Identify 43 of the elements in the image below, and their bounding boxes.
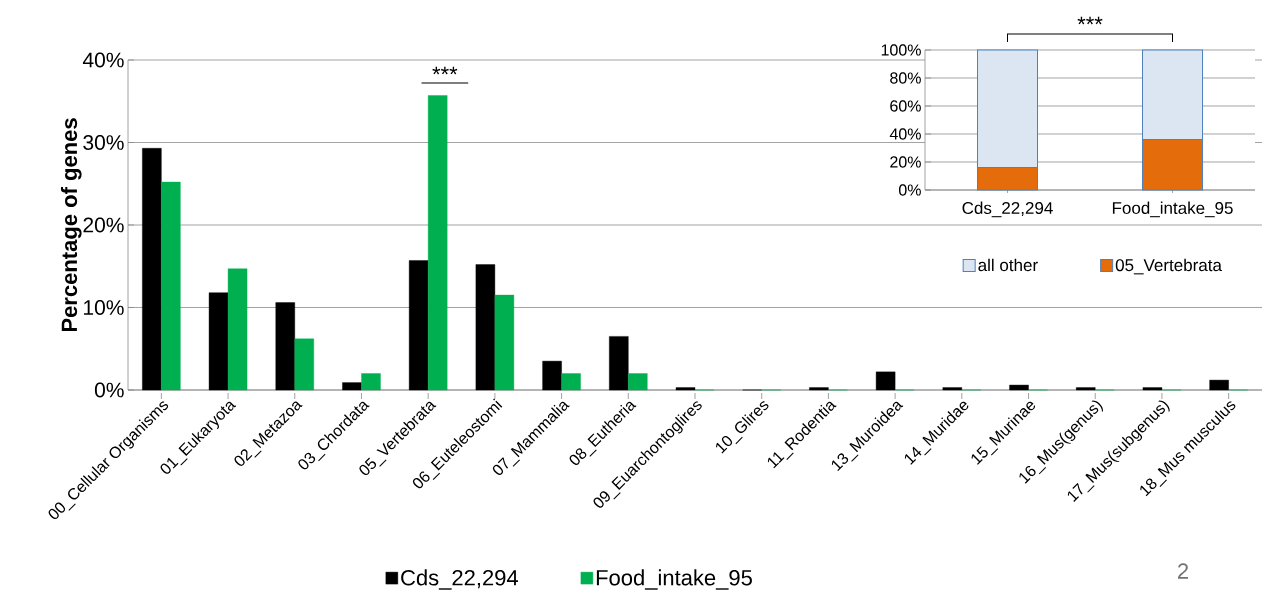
bar xyxy=(1076,387,1096,391)
legend-label: all other xyxy=(978,258,1038,272)
bar xyxy=(275,302,295,391)
bar xyxy=(294,338,314,391)
bar xyxy=(942,387,963,391)
y-tick-label: 30% xyxy=(83,135,124,150)
bar xyxy=(875,371,896,391)
y-axis-title: Percentage of genes xyxy=(60,118,82,332)
bar xyxy=(161,181,181,391)
bar xyxy=(227,268,248,391)
y-tick-label: 0% xyxy=(94,382,124,398)
y-tick-label: 40% xyxy=(82,52,124,68)
bar xyxy=(542,360,562,391)
bar xyxy=(609,336,629,391)
bar xyxy=(142,148,162,391)
bar xyxy=(361,373,381,391)
annotation: *** xyxy=(432,66,458,75)
legend-label: Cds_22,294 xyxy=(401,569,519,590)
bar xyxy=(427,95,448,391)
y-tick-label: 20% xyxy=(83,217,124,233)
bar xyxy=(208,292,229,391)
bar xyxy=(1142,387,1163,391)
y-tick-label: 20% xyxy=(890,156,921,168)
text: 2 xyxy=(1178,563,1189,579)
y-tick-label: 100% xyxy=(881,44,921,56)
bar xyxy=(809,387,829,391)
legend-label: 05_Vertebrata xyxy=(1115,258,1222,275)
y-tick-label: 10% xyxy=(84,300,124,315)
text: *** xyxy=(1077,16,1103,25)
bar xyxy=(628,373,648,391)
bar xyxy=(1009,384,1029,391)
y-tick-label: 0% xyxy=(898,184,921,196)
bar xyxy=(342,382,362,391)
bar xyxy=(494,294,515,391)
bar xyxy=(408,260,429,391)
legend-label: Food_intake_95 xyxy=(596,569,752,590)
y-tick-label: 80% xyxy=(890,72,921,84)
bar xyxy=(475,264,496,391)
y-tick-label: 60% xyxy=(890,100,921,112)
bar xyxy=(561,373,581,391)
bar xyxy=(675,387,696,391)
bar xyxy=(1209,379,1229,391)
y-tick-label: 40% xyxy=(889,128,921,140)
